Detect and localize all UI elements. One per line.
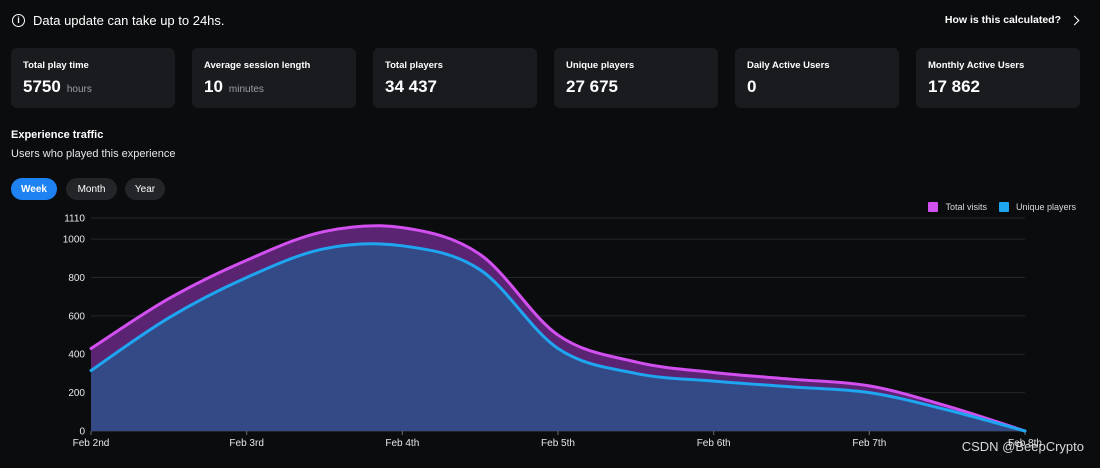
stat-unit: minutes [228, 84, 264, 95]
stat-label: Total players [385, 60, 443, 71]
chart-legend: Total visits Unique players [928, 202, 1076, 212]
legend-swatch-total-visits [928, 202, 939, 212]
legend-label: Total visits [945, 202, 987, 212]
stat-card-daily-active-users: Daily Active Users 0 [735, 48, 899, 108]
stat-value: 17 862 [928, 77, 980, 96]
area-unique-players [91, 243, 1025, 431]
data-update-notice: i Data update can take up to 24hs. [12, 10, 225, 30]
tab-year[interactable]: Year [125, 178, 165, 200]
stat-value: 34 437 [385, 77, 437, 96]
tab-week[interactable]: Week [11, 178, 57, 200]
section-subtitle: Users who played this experience [11, 148, 176, 160]
stat-card-total-play-time: Total play time 5750 hours [11, 48, 175, 108]
x-tick-label: Feb 5th [541, 438, 575, 449]
x-tick-label: Feb 7th [852, 438, 886, 449]
y-tick-label: 200 [68, 388, 85, 399]
legend-label: Unique players [1015, 202, 1076, 212]
how-calculated-link[interactable]: How is this calculated? [944, 10, 1080, 30]
tab-month[interactable]: Month [66, 178, 117, 200]
stat-card-average-session-length: Average session length 10 minutes [192, 48, 356, 108]
stat-value: 0 [747, 77, 757, 96]
line-total-visits [89, 224, 1027, 433]
stat-label: Unique players [566, 60, 635, 71]
stat-label: Total play time [23, 60, 89, 71]
x-tick-label: Feb 3rd [229, 438, 263, 449]
legend-unique-players[interactable]: Unique players [998, 202, 1076, 212]
stat-label: Average session length [204, 60, 311, 71]
x-tick-label: Feb 2nd [73, 438, 110, 449]
stat-card-total-players: Total players 34 437 [373, 48, 537, 108]
stat-card-monthly-active-users: Monthly Active Users 17 862 [916, 48, 1080, 108]
how-calculated-label: How is this calculated? [944, 14, 1061, 26]
watermark: CSDN @BeepCrypto [961, 439, 1084, 454]
y-tick-label: 1000 [63, 235, 86, 246]
stat-label: Daily Active Users [747, 60, 830, 71]
stat-card-unique-players: Unique players 27 675 [554, 48, 718, 108]
x-tick-label: Feb 4th [385, 438, 419, 449]
y-tick-label: 0 [79, 427, 85, 438]
notice-text: Data update can take up to 24hs. [33, 12, 225, 28]
legend-total-visits[interactable]: Total visits [928, 202, 987, 212]
stat-unit: hours [66, 84, 92, 95]
y-tick-label: 400 [68, 350, 85, 361]
info-icon: i [12, 13, 25, 27]
y-tick-label: 600 [68, 311, 85, 322]
x-tick-label: Feb 6th [697, 438, 731, 449]
line-unique-players [89, 242, 1027, 433]
stat-value: 5750 [23, 77, 61, 96]
y-tick-label: 1110 [64, 214, 85, 225]
stat-value: 27 675 [566, 77, 618, 96]
stats-row: Total play time 5750 hours Average sessi… [11, 48, 1080, 108]
x-tick-label: Feb 8th [1008, 438, 1042, 449]
stat-label: Monthly Active Users [928, 60, 1025, 71]
section-title: Experience traffic [11, 129, 104, 141]
legend-swatch-unique-players [998, 202, 1009, 212]
y-tick-label: 800 [68, 273, 85, 284]
stat-value: 10 [204, 77, 223, 96]
